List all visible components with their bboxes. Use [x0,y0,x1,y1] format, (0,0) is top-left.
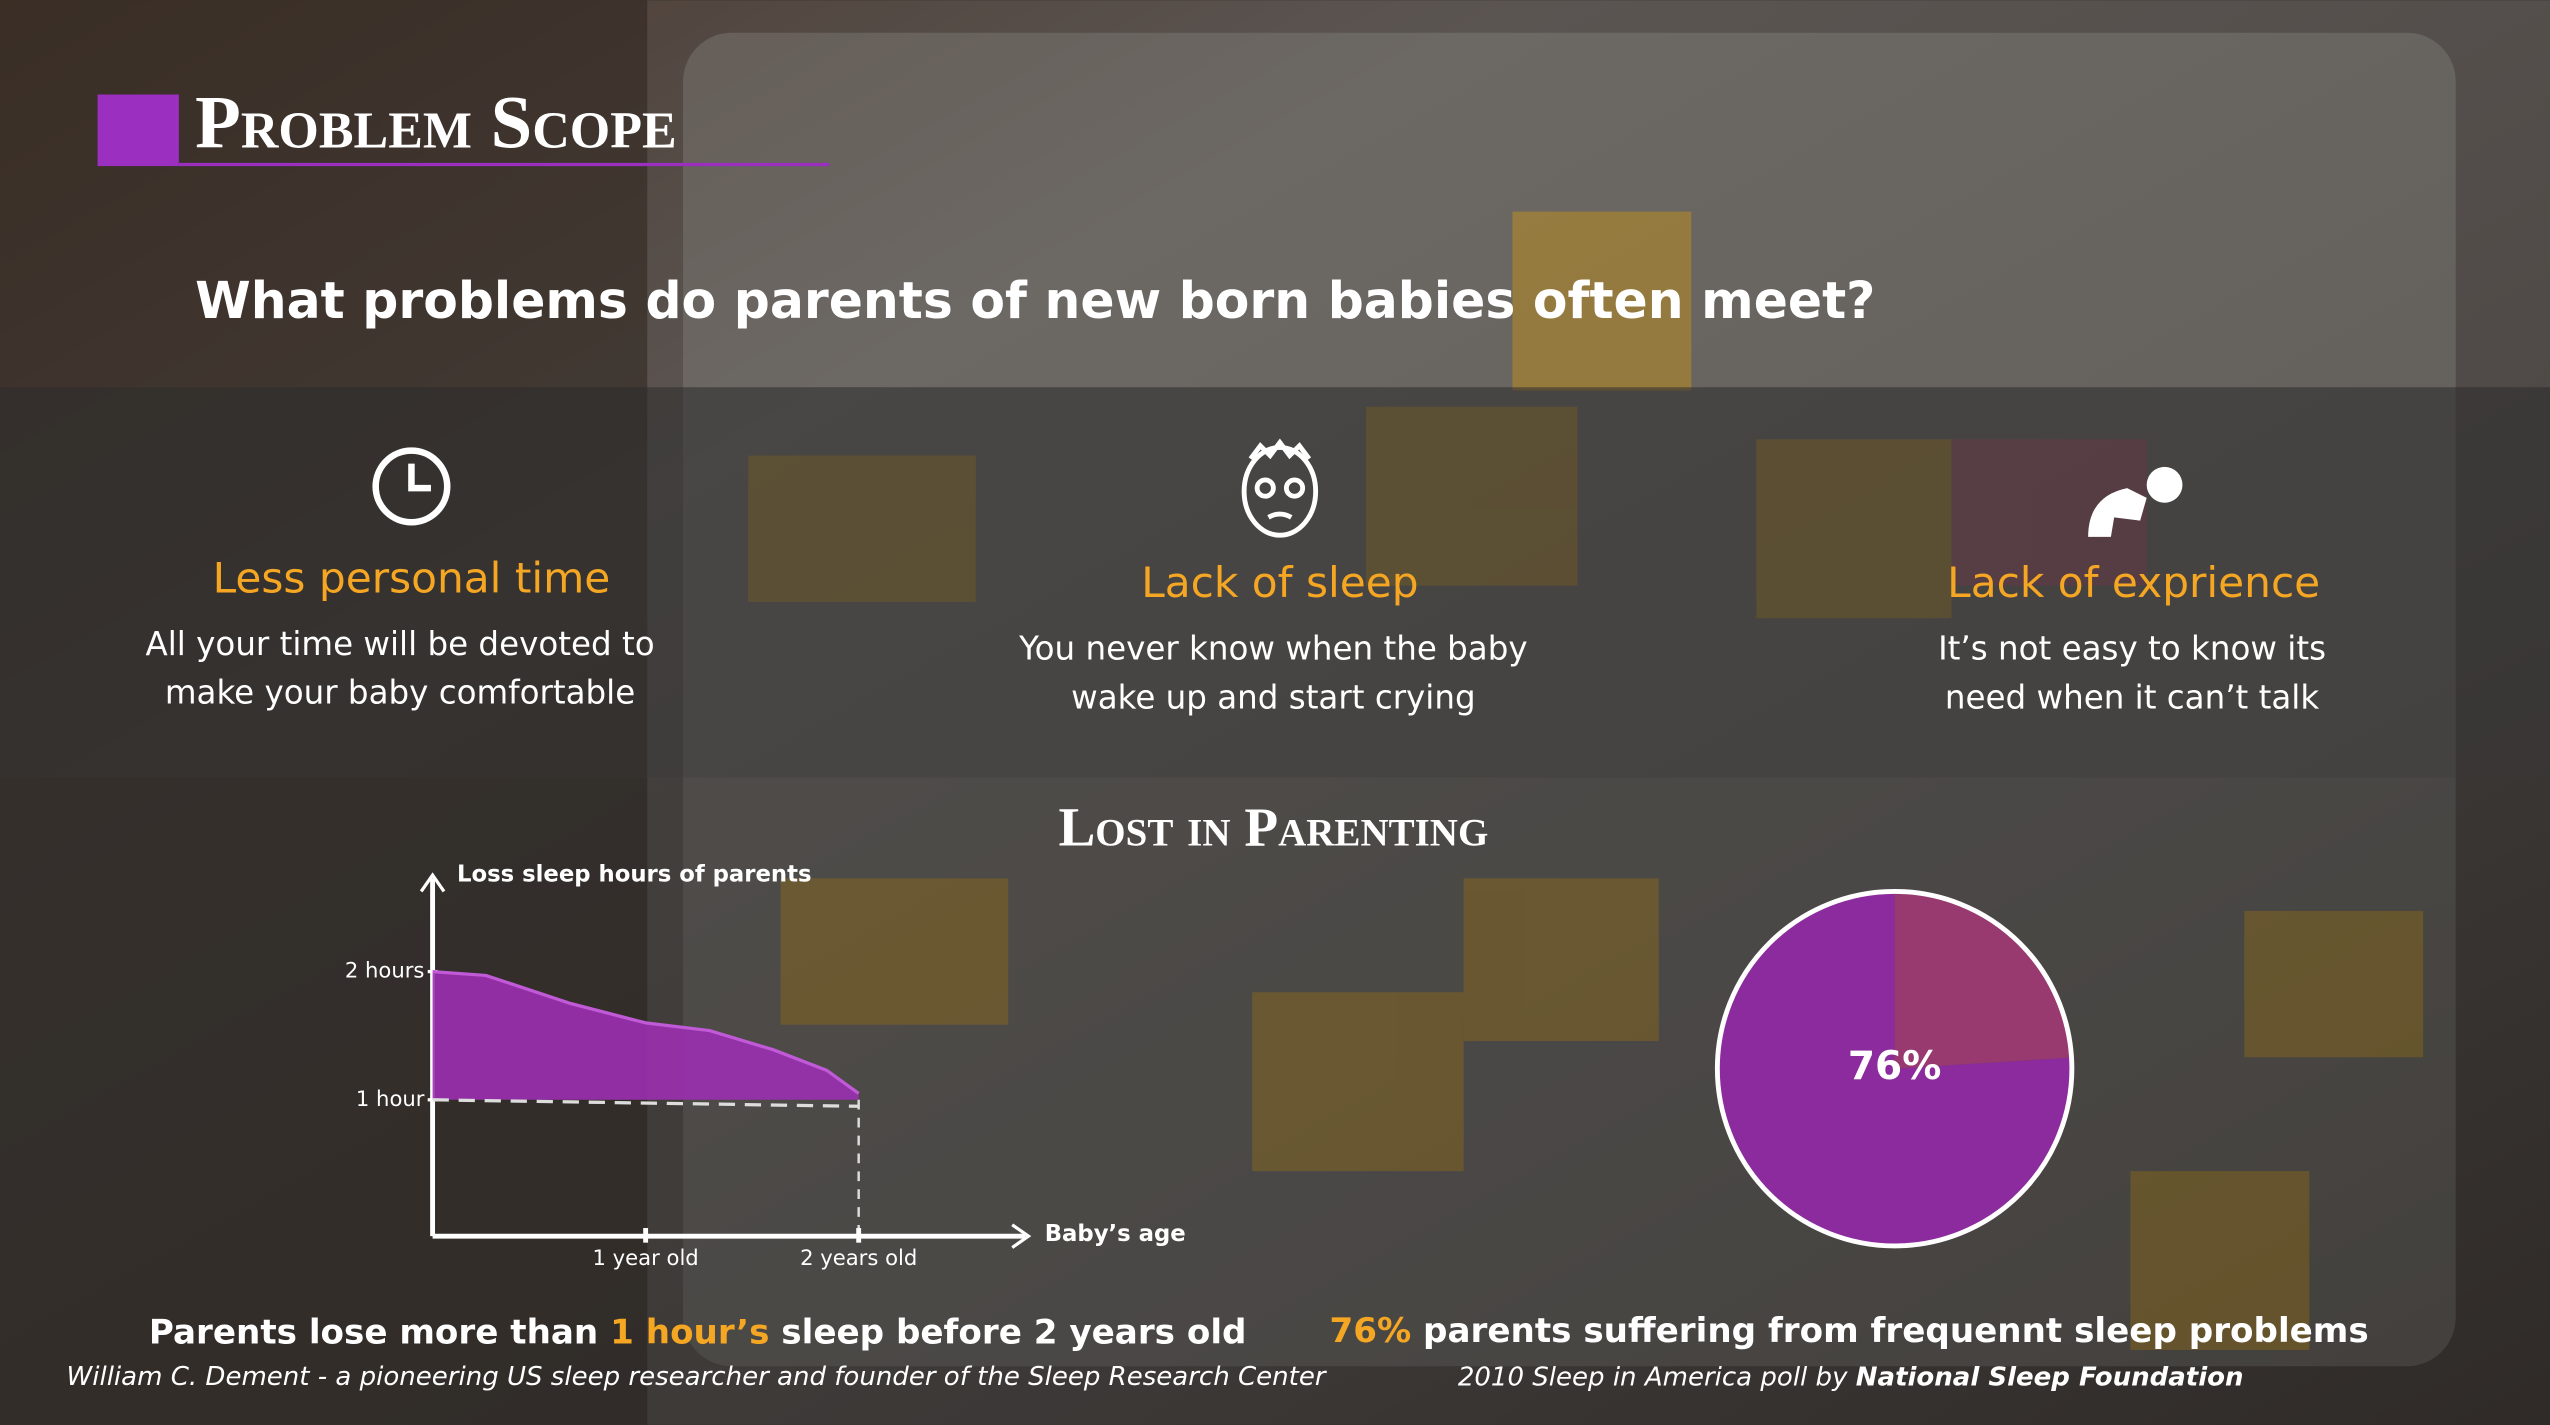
source: 2010 Sleep in America poll by National S… [1458,1362,2244,1392]
caption: 76% parents suffering from frequennt sle… [1329,1311,2368,1351]
problem-text: You never know when the baby [1018,630,1528,668]
problem-text: All your time will be devoted to [146,625,655,663]
pie-slice [1894,893,2070,1069]
baseline [432,1098,859,1108]
problem-text: need when it can’t talk [1945,678,2319,716]
clock-icon [372,447,451,526]
caption-part: Parents lose more than [149,1312,610,1352]
problem-text: make your baby comfortable [165,674,635,712]
y-tick-label: 1 hour [356,1086,425,1111]
problem-title: Lack of exprience [1947,558,2320,607]
x-axis-arrow [1011,1223,1032,1249]
problem-text: wake up and start crying [1071,678,1475,716]
caption-part: sleep before 2 years old [769,1312,1246,1352]
area-fill [432,971,859,1100]
problem-title: Less personal time [213,553,611,602]
title-marker [97,94,179,167]
pie-slice [1718,893,2071,1245]
source-part: National Sleep Foundation [1856,1362,2244,1392]
tired-face-icon [1241,438,1319,538]
caption-part: 1 hour’s [610,1312,769,1352]
pie-outline [1714,888,2075,1249]
x-axis-label: Baby’s age [1045,1221,1186,1247]
y-axis-label: Loss sleep hours of parents [457,862,812,888]
x-tick-label: 2 years old [800,1245,917,1270]
section-title: Lost in Parenting [1058,797,1488,858]
y-axis-arrow [419,872,446,893]
pie-label: 76% [1848,1044,1941,1089]
caption: Parents lose more than 1 hour’s sleep be… [149,1312,1247,1352]
problem-text: It’s not easy to know its [1938,630,2326,668]
baby-icon [2088,466,2183,537]
source-part: 2010 Sleep in America poll by [1458,1362,1856,1392]
title: Problem Scope [195,81,677,164]
area-line [432,969,860,1095]
x-tick-label: 1 year old [593,1245,699,1270]
caption-part: 76% [1329,1311,1411,1351]
y-tick-label: 2 hours [345,958,425,983]
question: What problems do parents of new born bab… [195,271,1875,330]
source: William C. Dement - a pioneering US slee… [67,1362,1328,1392]
caption-part: parents suffering from frequennt sleep p… [1411,1311,2369,1351]
problem-title: Lack of sleep [1141,558,1418,607]
